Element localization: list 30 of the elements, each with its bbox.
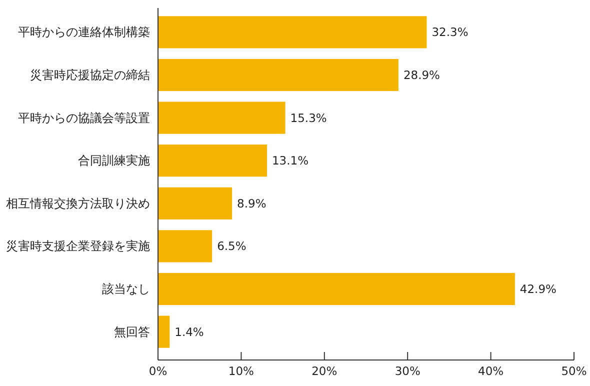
bar — [158, 272, 515, 306]
y-tick-label: 相互情報交換方法取り決め — [6, 196, 150, 210]
x-tick-label: 0% — [148, 364, 168, 378]
y-tick-label: 災害時支援企業登録を実施 — [6, 239, 150, 254]
data-label: 15.3% — [290, 110, 327, 125]
bar — [158, 187, 232, 220]
x-tick-label: 40% — [478, 364, 504, 378]
data-label: 1.4% — [174, 324, 204, 339]
y-tick-label: 災害時応援協定の締結 — [30, 68, 150, 82]
bar — [158, 144, 267, 177]
x-tick-label: 10% — [228, 364, 254, 378]
x-tick-label: 30% — [394, 364, 420, 378]
data-label: 13.1% — [272, 154, 309, 168]
data-label: 28.9% — [403, 68, 440, 82]
y-tick-label: 合同訓練実施 — [78, 154, 150, 168]
bar — [158, 316, 170, 348]
data-label: 6.5% — [217, 239, 246, 254]
y-tick-label: 該当なし — [102, 282, 150, 296]
y-tick-label: 平時からの協議会等設置 — [18, 110, 150, 125]
data-label: 42.9% — [520, 282, 557, 296]
y-tick-label: 平時からの連絡体制構築 — [18, 25, 150, 40]
bar — [158, 16, 427, 48]
data-label: 8.9% — [237, 196, 266, 210]
data-label: 32.3% — [432, 25, 468, 40]
x-tick-label: 20% — [312, 364, 338, 378]
y-tick-label: 無回答 — [114, 324, 150, 339]
x-tick-label: 50% — [561, 364, 587, 378]
bar — [158, 58, 398, 92]
bar — [158, 230, 212, 262]
bar — [158, 102, 286, 134]
